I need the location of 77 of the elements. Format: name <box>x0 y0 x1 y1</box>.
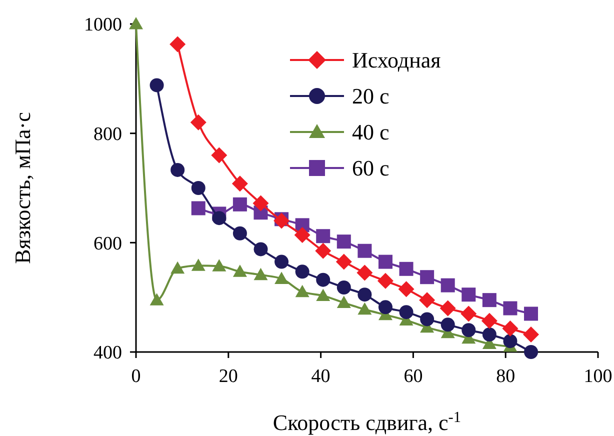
point <box>191 201 206 216</box>
point <box>190 114 206 130</box>
point <box>232 264 247 277</box>
point <box>316 272 330 287</box>
x-axis-title: Скорость сдвига, с$^{-1}$ <box>272 408 462 435</box>
legend-label: 60 с <box>352 156 390 181</box>
point <box>295 284 310 298</box>
point <box>212 211 226 226</box>
y-tick-label: 800 <box>94 124 122 145</box>
point <box>254 242 268 256</box>
point <box>358 244 372 258</box>
point <box>419 292 436 308</box>
y-axis-title: Вязкость, мПа·с <box>10 112 35 264</box>
point <box>191 181 206 195</box>
point <box>440 278 455 292</box>
point <box>358 288 372 302</box>
point <box>254 268 268 280</box>
point <box>398 281 414 298</box>
point <box>336 296 351 308</box>
point <box>440 318 455 332</box>
point <box>502 320 518 336</box>
point <box>523 326 540 343</box>
point <box>191 258 206 271</box>
point <box>336 234 351 249</box>
point <box>170 261 185 274</box>
point <box>211 147 228 164</box>
x-tick-label: 20 <box>218 366 238 387</box>
y-tick-label: 400 <box>94 342 122 364</box>
x-tick-label: 0 <box>131 366 141 387</box>
point <box>462 288 476 302</box>
point <box>212 259 226 272</box>
point <box>129 17 143 30</box>
point <box>399 305 414 320</box>
legend-label: Исходная <box>352 48 441 73</box>
point <box>482 328 496 342</box>
point <box>524 306 538 321</box>
point <box>378 254 392 269</box>
point <box>482 293 496 308</box>
x-tick-label: 40 <box>311 366 330 387</box>
point <box>503 301 518 316</box>
point <box>462 323 476 338</box>
point <box>481 312 498 329</box>
point <box>274 272 289 284</box>
point <box>316 288 330 301</box>
point <box>524 345 538 359</box>
point <box>294 227 310 244</box>
legend-label: 20 с <box>352 84 390 109</box>
point <box>232 176 248 192</box>
point <box>378 300 392 314</box>
point <box>232 197 247 212</box>
x-tick-label: 80 <box>496 366 516 387</box>
y-tick-label: 1000 <box>84 14 122 36</box>
point <box>399 262 414 276</box>
point <box>336 280 351 294</box>
point <box>315 242 332 259</box>
point <box>150 78 164 92</box>
point <box>503 334 518 348</box>
y-tick-label: 600 <box>94 233 122 254</box>
point <box>336 254 352 270</box>
x-tick-label: 100 <box>584 366 612 387</box>
point <box>170 36 186 52</box>
point <box>295 264 310 279</box>
point <box>440 300 456 316</box>
point <box>252 195 269 212</box>
x-tick-label: 60 <box>404 366 423 387</box>
legend-label: 40 с <box>352 120 390 145</box>
point <box>316 229 330 244</box>
point <box>420 312 434 326</box>
point <box>170 162 185 177</box>
point <box>150 293 164 306</box>
point <box>377 272 394 289</box>
point <box>358 302 372 315</box>
point <box>460 306 477 322</box>
point <box>420 270 434 284</box>
point <box>356 264 373 281</box>
point <box>274 254 289 269</box>
point <box>232 226 247 240</box>
